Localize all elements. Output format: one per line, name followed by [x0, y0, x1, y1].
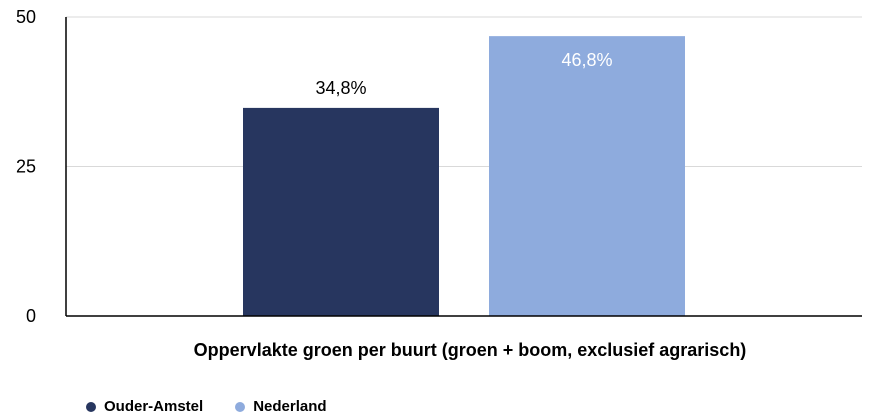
bar-nederland — [489, 36, 685, 317]
y-tick-label: 0 — [26, 306, 36, 326]
y-tick-label: 50 — [16, 7, 36, 27]
data-labels: 34,8% 46,8% — [315, 50, 612, 98]
bars — [243, 36, 685, 317]
legend-dot-icon — [235, 401, 246, 412]
y-tick-label: 25 — [16, 157, 36, 177]
data-label: 46,8% — [561, 50, 612, 70]
legend: Ouder-Amstel Nederland — [86, 398, 327, 415]
legend-label: Ouder-Amstel — [104, 398, 204, 415]
legend-dot-icon — [86, 401, 96, 412]
legend-label: Nederland — [253, 398, 327, 415]
y-tick-labels: 0 25 50 — [16, 7, 36, 326]
gridlines — [66, 16, 862, 167]
x-axis-title: Oppervlakte groen per buurt (groen + boo… — [194, 340, 747, 360]
bar-ouder-amstel — [243, 107, 439, 317]
data-label: 34,8% — [315, 78, 366, 98]
legend-item-nederland: Nederland — [235, 398, 327, 415]
legend-item-ouder-amstel: Ouder-Amstel — [86, 398, 203, 415]
